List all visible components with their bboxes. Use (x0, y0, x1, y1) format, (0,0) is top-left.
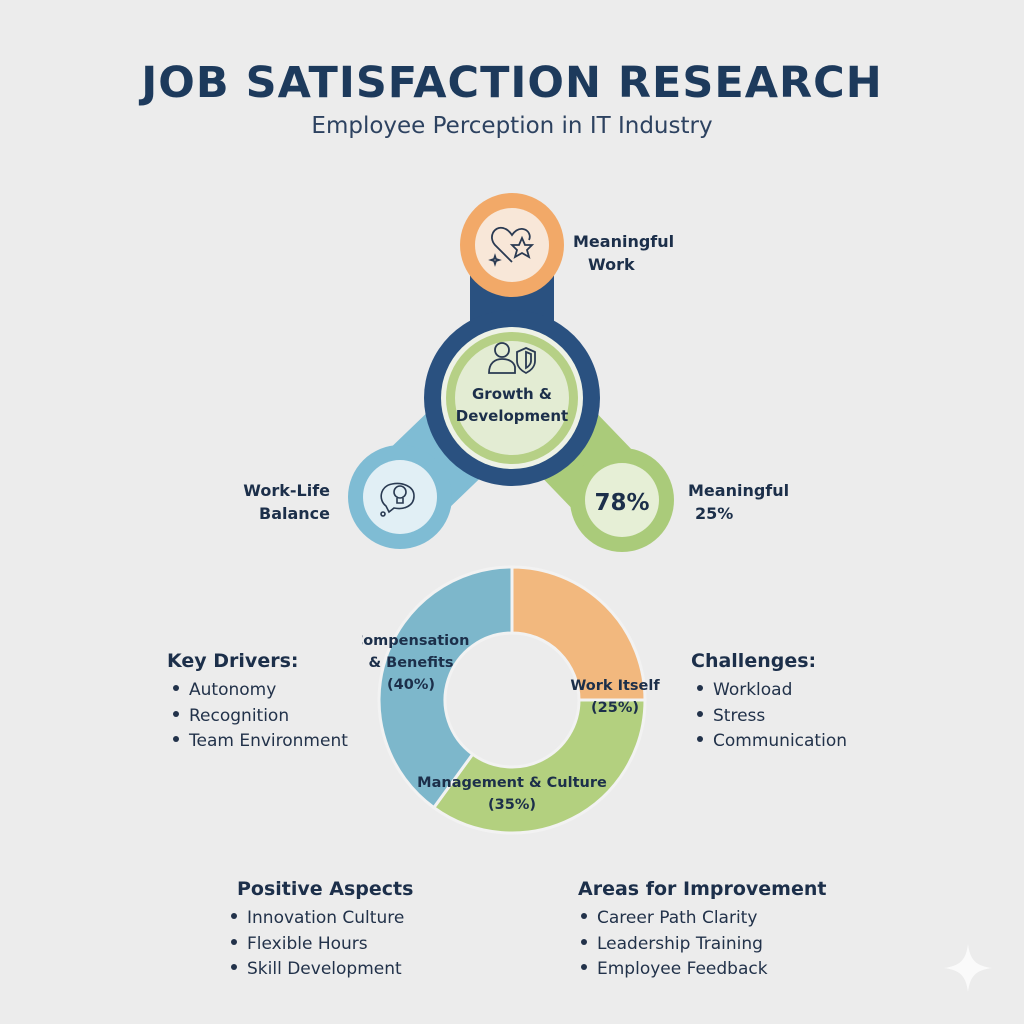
list-item: Skill Development (231, 957, 413, 983)
donut-label-compensation-benefits: Compensation & Benefits (40%) (362, 633, 469, 693)
donut-label-work-itself: Work Itself (25%) (570, 678, 660, 716)
list-item: Workload (697, 678, 847, 704)
node-diagram: Growth & Development 78% (348, 193, 674, 552)
slice-label-text-2: & Benefits (368, 655, 453, 671)
list-item: Autonomy (173, 678, 348, 704)
slice-label-text: Work Itself (570, 678, 660, 694)
right-node-label-2: 25% (695, 504, 734, 523)
donut-slice-compensation-benefits (377, 565, 514, 810)
list-item: Stress (697, 704, 847, 730)
left-node-label: Work-Life Balance (230, 479, 330, 525)
top-node-label-1: Meaningful (573, 232, 675, 251)
list-item: Career Path Clarity (581, 906, 826, 932)
positive-aspects-list: Innovation Culture Flexible Hours Skill … (231, 906, 413, 983)
left-node (348, 445, 452, 549)
areas-for-improvement-title: Areas for Improvement (578, 878, 827, 900)
donut-slice-management-culture (431, 698, 647, 835)
list-item: Flexible Hours (231, 932, 413, 958)
heart-star-icon (488, 226, 535, 267)
slice-label-text: Compensation (362, 633, 469, 649)
top-node-label: Meaningful Work (573, 230, 674, 276)
list-item: Communication (697, 729, 847, 755)
areas-for-improvement-list: Career Path Clarity Leadership Training … (581, 906, 826, 983)
list-item: Leadership Training (581, 932, 826, 958)
slice-label-value: (25%) (591, 700, 639, 716)
areas-for-improvement-section: Areas for Improvement Career Path Clarit… (578, 878, 826, 983)
center-node-label-1: Growth & (472, 385, 552, 403)
key-drivers-section: Key Drivers: Autonomy Recognition Team E… (167, 650, 348, 755)
donut-label-management-culture: Management & Culture (35%) (417, 775, 607, 813)
page-title: JOB SATISFACTION RESEARCH (141, 58, 883, 108)
right-node-label: Meaningful 25% (688, 479, 789, 525)
positive-aspects-title: Positive Aspects (237, 878, 414, 900)
list-item: Employee Feedback (581, 957, 826, 983)
slice-label-value: (40%) (387, 677, 435, 693)
donut-chart: Work Itself (25%) Management & Culture (… (362, 565, 660, 835)
right-node: 78% (570, 448, 674, 552)
right-node-label-1: Meaningful (688, 481, 790, 500)
slice-label-text: Management & Culture (417, 775, 607, 791)
right-node-value: 78% (594, 490, 649, 516)
donut-slice-work-itself (510, 565, 647, 702)
list-item: Innovation Culture (231, 906, 413, 932)
key-drivers-list: Autonomy Recognition Team Environment (167, 678, 348, 755)
positive-aspects-section: Positive Aspects Innovation Culture Flex… (231, 878, 414, 983)
center-node: Growth & Development (424, 310, 600, 486)
left-node-label-2: Balance (259, 504, 330, 523)
list-item: Team Environment (173, 729, 348, 755)
key-drivers-title: Key Drivers: (167, 650, 299, 672)
list-item: Recognition (173, 704, 348, 730)
challenges-list: Workload Stress Communication (691, 678, 847, 755)
slice-label-value: (35%) (488, 797, 536, 813)
top-node (460, 193, 564, 297)
challenges-section: Challenges: Workload Stress Communicatio… (691, 650, 847, 755)
center-node-label-2: Development (456, 407, 568, 425)
sparkle-icon (944, 944, 992, 992)
page-subtitle: Employee Perception in IT Industry (311, 113, 713, 139)
left-node-label-1: Work-Life (243, 481, 330, 500)
top-node-label-2: Work (588, 255, 635, 274)
person-shield-icon (488, 342, 536, 375)
lightbulb-speech-icon (380, 482, 415, 517)
challenges-title: Challenges: (691, 650, 817, 672)
